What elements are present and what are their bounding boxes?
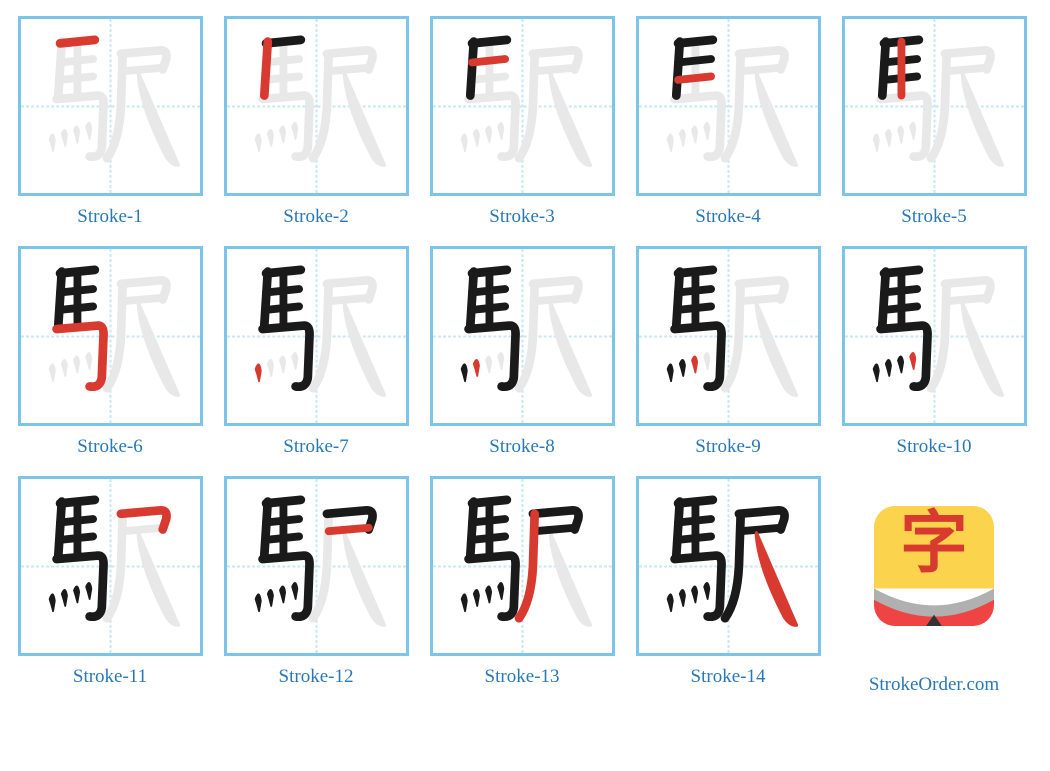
stroke-cell: Stroke-7 (222, 246, 410, 458)
stroke-label: Stroke-12 (279, 666, 354, 688)
stroke-box (224, 246, 409, 426)
stroke-cell: Stroke-14 (634, 476, 822, 696)
stroke-svg (845, 19, 1024, 193)
stroke-box (430, 16, 615, 196)
stroke-label: Stroke-13 (485, 666, 560, 688)
stroke-cell: Stroke-3 (428, 16, 616, 228)
stroke-label: Stroke-4 (695, 206, 760, 228)
stroke-label: Stroke-1 (77, 206, 142, 228)
site-label: StrokeOrder.com (869, 674, 999, 696)
stroke-label: Stroke-7 (283, 436, 348, 458)
stroke-box (842, 246, 1027, 426)
stroke-svg (21, 479, 200, 653)
logo-box: 字 (840, 476, 1028, 656)
stroke-cell: Stroke-13 (428, 476, 616, 696)
stroke-label: Stroke-14 (691, 666, 766, 688)
stroke-label: Stroke-10 (897, 436, 972, 458)
stroke-svg (21, 249, 200, 423)
stroke-cell: Stroke-12 (222, 476, 410, 696)
stroke-svg (639, 249, 818, 423)
stroke-svg (227, 249, 406, 423)
stroke-svg (845, 249, 1024, 423)
stroke-label: Stroke-3 (489, 206, 554, 228)
stroke-box (636, 476, 821, 656)
stroke-svg (433, 479, 612, 653)
stroke-cell: Stroke-6 (16, 246, 204, 458)
stroke-label: Stroke-2 (283, 206, 348, 228)
stroke-cell: Stroke-2 (222, 16, 410, 228)
stroke-label: Stroke-9 (695, 436, 760, 458)
stroke-cell: Stroke-11 (16, 476, 204, 696)
stroke-svg (227, 479, 406, 653)
stroke-box (430, 476, 615, 656)
stroke-box (636, 246, 821, 426)
logo-character: 字 (900, 506, 968, 581)
stroke-box (18, 16, 203, 196)
stroke-svg (21, 19, 200, 193)
stroke-cell: Stroke-9 (634, 246, 822, 458)
stroke-box (842, 16, 1027, 196)
stroke-svg (639, 479, 818, 653)
stroke-svg (639, 19, 818, 193)
stroke-box (224, 16, 409, 196)
stroke-cell: Stroke-1 (16, 16, 204, 228)
stroke-cell: Stroke-10 (840, 246, 1028, 458)
stroke-box (636, 16, 821, 196)
stroke-box (18, 476, 203, 656)
stroke-grid: Stroke-1 Stroke-2 Stroke-3 Stroke-4 Stro… (16, 16, 1034, 696)
stroke-label: Stroke-11 (73, 666, 147, 688)
stroke-label: Stroke-8 (489, 436, 554, 458)
stroke-svg (227, 19, 406, 193)
logo-cell: 字 StrokeOrder.com (840, 476, 1028, 696)
logo-icon: 字 (859, 491, 1009, 641)
stroke-label: Stroke-6 (77, 436, 142, 458)
stroke-box (224, 476, 409, 656)
stroke-label: Stroke-5 (901, 206, 966, 228)
stroke-svg (433, 19, 612, 193)
stroke-cell: Stroke-8 (428, 246, 616, 458)
stroke-box (18, 246, 203, 426)
stroke-cell: Stroke-5 (840, 16, 1028, 228)
stroke-box (430, 246, 615, 426)
stroke-svg (433, 249, 612, 423)
stroke-cell: Stroke-4 (634, 16, 822, 228)
